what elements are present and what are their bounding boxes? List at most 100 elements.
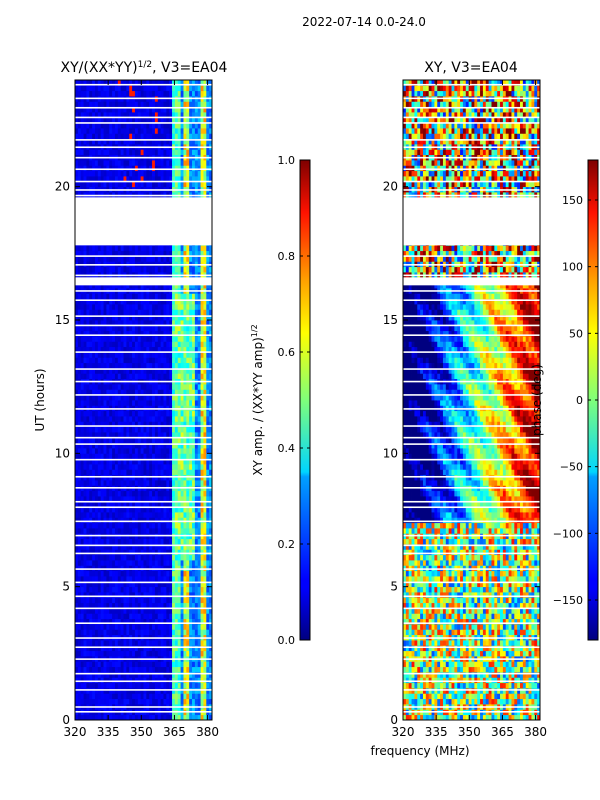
heatmap-cell bbox=[89, 170, 93, 177]
heatmap-cell bbox=[166, 586, 170, 593]
heatmap-cell bbox=[120, 170, 124, 177]
heatmap-cell bbox=[189, 682, 193, 689]
heatmap-cell bbox=[189, 330, 193, 337]
heatmap-cell bbox=[112, 325, 116, 332]
heatmap-cell bbox=[209, 650, 212, 657]
heatmap-cell bbox=[186, 592, 190, 598]
heatmap-cell bbox=[192, 442, 196, 449]
heatmap-cell bbox=[200, 512, 204, 518]
heatmap-cell bbox=[123, 698, 127, 705]
heatmap-cell bbox=[129, 698, 133, 705]
heatmap-cell bbox=[209, 549, 212, 556]
heatmap-cell bbox=[189, 586, 193, 593]
heatmap-cell bbox=[86, 464, 90, 470]
heatmap-cell bbox=[203, 554, 207, 561]
heatmap-cell bbox=[152, 458, 156, 465]
heatmap-cell bbox=[157, 581, 162, 588]
heatmap-cell bbox=[75, 586, 79, 593]
heatmap-cell bbox=[163, 416, 167, 422]
heatmap-cell bbox=[169, 170, 173, 177]
heatmap-cell bbox=[174, 421, 179, 428]
heatmap-cell bbox=[134, 666, 139, 673]
heatmap-cell bbox=[94, 512, 99, 518]
heatmap-cell bbox=[157, 496, 162, 502]
heatmap-cell bbox=[109, 448, 113, 454]
heatmap-cell bbox=[114, 448, 119, 454]
heatmap-cell bbox=[166, 490, 170, 497]
heatmap-cell bbox=[194, 640, 199, 646]
heatmap-cell bbox=[126, 304, 130, 310]
heatmap-cell bbox=[189, 576, 193, 582]
heatmap-cell bbox=[126, 448, 130, 454]
heatmap-cell bbox=[169, 266, 173, 273]
heatmap-cell bbox=[134, 714, 139, 720]
heatmap-cell bbox=[137, 176, 142, 182]
heatmap-cell bbox=[152, 480, 156, 486]
heatmap-cell bbox=[100, 309, 104, 316]
heatmap-cell bbox=[106, 618, 110, 625]
heatmap-cell bbox=[146, 480, 150, 486]
heatmap-cell bbox=[194, 512, 199, 518]
heatmap-cell bbox=[112, 549, 116, 556]
heatmap-cell bbox=[183, 592, 187, 598]
heatmap-cell bbox=[140, 357, 144, 364]
heatmap-cell bbox=[112, 613, 116, 620]
heatmap-cell bbox=[89, 666, 93, 673]
heatmap-cell bbox=[206, 362, 210, 369]
heatmap-cell bbox=[94, 458, 99, 465]
heatmap-cell bbox=[94, 496, 99, 502]
heatmap-cell bbox=[123, 512, 127, 518]
heatmap-cell bbox=[194, 538, 199, 545]
heatmap-cell bbox=[103, 592, 107, 598]
heatmap-cell bbox=[209, 453, 212, 460]
heatmap-cell bbox=[200, 176, 204, 182]
heatmap-cell bbox=[83, 245, 87, 252]
heatmap-cell bbox=[143, 330, 147, 337]
heatmap-cell bbox=[192, 544, 196, 550]
heatmap-cell bbox=[186, 346, 190, 353]
heatmap-cell bbox=[126, 170, 130, 177]
heatmap-cell bbox=[123, 597, 127, 604]
heatmap-cell bbox=[83, 581, 87, 588]
heatmap-cell bbox=[146, 384, 150, 390]
heatmap-cell bbox=[83, 298, 87, 305]
heatmap-cell bbox=[132, 320, 136, 326]
heatmap-cell bbox=[77, 522, 82, 529]
heatmap-cell bbox=[134, 330, 139, 337]
heatmap-cell bbox=[120, 608, 124, 614]
heatmap-cell bbox=[163, 624, 167, 630]
heatmap-cell bbox=[160, 394, 164, 401]
heatmap-cell bbox=[166, 560, 170, 566]
heatmap-cell bbox=[75, 160, 79, 166]
heatmap-cell bbox=[97, 586, 102, 593]
heatmap-cell bbox=[209, 682, 212, 689]
heatmap-cell bbox=[209, 586, 212, 593]
heatmap-cell bbox=[112, 506, 116, 513]
heatmap-cell bbox=[140, 181, 144, 188]
heatmap-cell bbox=[172, 570, 176, 577]
heatmap-cell bbox=[154, 357, 159, 364]
heatmap-cell bbox=[172, 458, 176, 465]
heatmap-cell bbox=[197, 442, 201, 449]
heatmap-cell bbox=[183, 458, 187, 465]
heatmap-cell bbox=[157, 298, 162, 305]
heatmap-cell bbox=[177, 613, 181, 620]
heatmap-cell bbox=[103, 528, 107, 534]
heatmap-cell bbox=[186, 442, 190, 449]
heatmap-cell bbox=[143, 714, 147, 720]
heatmap-cell bbox=[143, 677, 147, 684]
heatmap-cell bbox=[94, 666, 99, 673]
heatmap-cell bbox=[143, 336, 147, 342]
heatmap-cell bbox=[100, 416, 104, 422]
heatmap-cell bbox=[206, 597, 210, 604]
heatmap-cell bbox=[120, 613, 124, 620]
heatmap-cell bbox=[206, 501, 210, 508]
heatmap-cell bbox=[186, 629, 190, 636]
heatmap-cell bbox=[183, 330, 187, 337]
heatmap-cell bbox=[172, 352, 176, 358]
heatmap-cell bbox=[146, 501, 150, 508]
heatmap-cell bbox=[183, 544, 187, 550]
heatmap-cell bbox=[109, 426, 113, 433]
heatmap-cell bbox=[180, 576, 184, 582]
heatmap-cell bbox=[117, 640, 122, 646]
